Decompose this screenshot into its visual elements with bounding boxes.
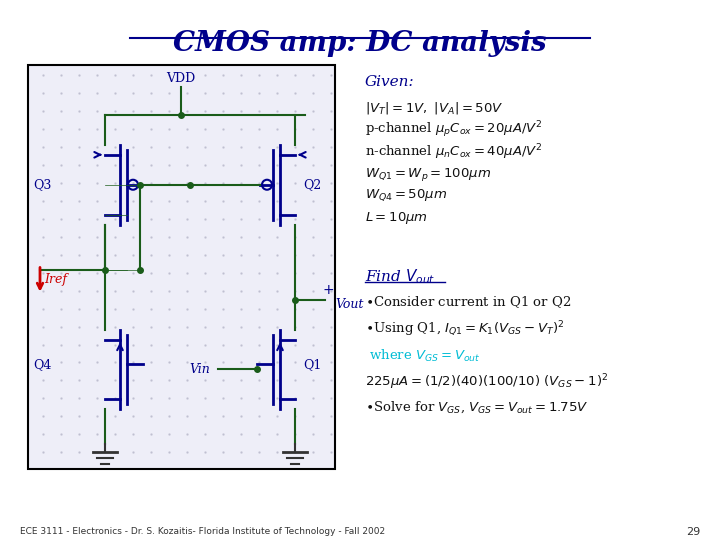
- Text: Find $V_{out}$: Find $V_{out}$: [365, 268, 436, 286]
- Text: $\bullet$Consider current in Q1 or Q2: $\bullet$Consider current in Q1 or Q2: [365, 295, 572, 310]
- Text: $225\mu A = (1/2)(40)(100/10)\ (V_{GS} - 1)^2$: $225\mu A = (1/2)(40)(100/10)\ (V_{GS} -…: [365, 373, 608, 392]
- Text: $|V_T| = 1V,\ |V_A| = 50V$: $|V_T| = 1V,\ |V_A| = 50V$: [365, 100, 503, 116]
- Text: p-channel $\mu_p C_{ox} = 20\mu A/V^2$: p-channel $\mu_p C_{ox} = 20\mu A/V^2$: [365, 120, 542, 140]
- Text: $W_{Q4} = 50\mu m$: $W_{Q4} = 50\mu m$: [365, 188, 447, 204]
- Text: Q4: Q4: [33, 358, 51, 371]
- Bar: [28, 65, 335, 469]
- Text: +: +: [322, 282, 334, 296]
- Text: 29: 29: [685, 527, 700, 537]
- Text: VDD: VDD: [166, 72, 196, 85]
- Text: $L = 10\mu m$: $L = 10\mu m$: [365, 210, 428, 226]
- Text: where $V_{GS} = V_{out}$: where $V_{GS} = V_{out}$: [365, 348, 480, 363]
- Text: Given:: Given:: [365, 75, 415, 89]
- Text: $W_{Q1} = W_p = 100\mu m$: $W_{Q1} = W_p = 100\mu m$: [365, 166, 491, 183]
- Text: Q3: Q3: [33, 178, 51, 191]
- Text: Iref: Iref: [44, 273, 67, 286]
- Text: Q2: Q2: [303, 178, 321, 191]
- Text: Vout: Vout: [335, 298, 364, 311]
- Text: Vin: Vin: [189, 363, 210, 376]
- Text: ECE 3111 - Electronics - Dr. S. Kozaitis- Florida Institute of Technology - Fall: ECE 3111 - Electronics - Dr. S. Kozaitis…: [20, 527, 385, 536]
- Text: Q1: Q1: [303, 358, 321, 371]
- Text: $\bullet$Solve for $V_{GS}$, $V_{GS} = V_{out} = 1.75V$: $\bullet$Solve for $V_{GS}$, $V_{GS} = V…: [365, 400, 588, 415]
- Text: CMOS amp: DC analysis: CMOS amp: DC analysis: [174, 30, 546, 57]
- Text: n-channel $\mu_n C_{ox} = 40\mu A/V^2$: n-channel $\mu_n C_{ox} = 40\mu A/V^2$: [365, 143, 543, 163]
- Text: $\bullet$Using Q1, $I_{Q1} = K_1(V_{GS}-V_T)^2$: $\bullet$Using Q1, $I_{Q1} = K_1(V_{GS}-…: [365, 320, 564, 339]
